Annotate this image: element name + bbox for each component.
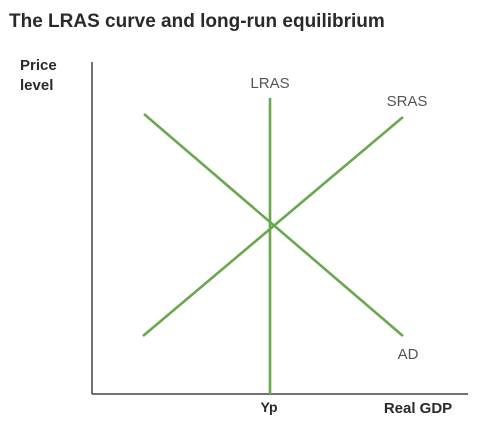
sras-label: SRAS	[387, 93, 428, 110]
sras-curve	[142, 116, 404, 337]
y-axis-label-line2: level	[20, 77, 54, 94]
x-axis-label: Real GDP	[384, 400, 452, 417]
y-axis-label: Price level	[20, 56, 57, 96]
diagram-title: The LRAS curve and long-run equilibrium	[9, 11, 385, 32]
ad-label: AD	[398, 346, 419, 363]
ad-curve	[143, 113, 404, 337]
x-tick-label-yp: Yp	[260, 399, 277, 415]
lras-label: LRAS	[250, 75, 289, 92]
y-axis-label-line1: Price	[20, 57, 57, 74]
